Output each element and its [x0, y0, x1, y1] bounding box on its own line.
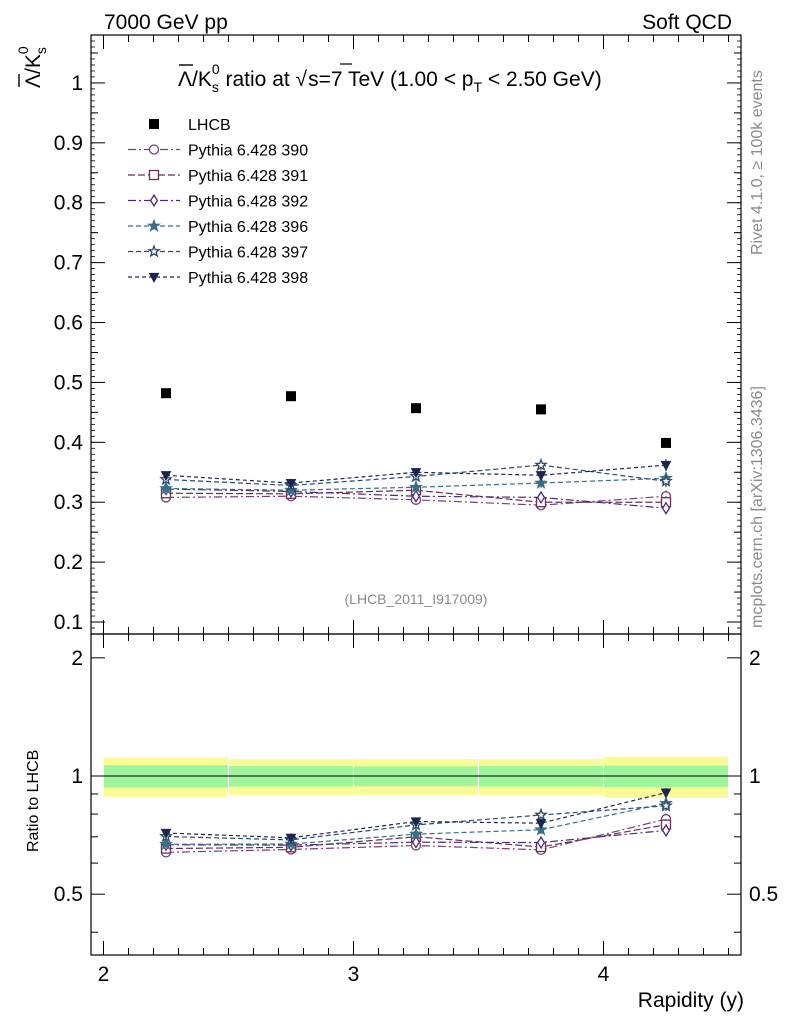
- ratio-y-tick-label: 2: [71, 647, 83, 670]
- series-0-ratio-line: [165, 818, 667, 853]
- legend-marker: [149, 193, 159, 208]
- series-0-line: [165, 495, 667, 506]
- ratio-y-tick-label: 0.5: [54, 883, 83, 906]
- legend-label: Pythia 6.428 392: [188, 194, 308, 211]
- series-5-point: [410, 468, 422, 479]
- y-tick-label: 0.5: [54, 371, 83, 394]
- legend: LHCB Pythia 6.428 390 Pythia 6.428 391 Pyth…: [128, 117, 308, 287]
- ratio-y-tick-label: 2: [749, 647, 761, 670]
- series-2-point: [411, 489, 421, 503]
- legend-marker: [148, 144, 160, 155]
- axes-layer: 2 3 4 0.1 0.2 0.3 0.4 0.5 0.6 0.7 0.8 0.9 1 0.5 0.5 1 1 2…: [54, 34, 778, 986]
- ratio-y-axis-label: Ratio to LHCB: [25, 750, 42, 852]
- y-tick-label: 0.6: [54, 312, 83, 335]
- plot-title: Λ/Ks0 ratio at √s=7 TeV (1.00 < pT < 2.5…: [178, 61, 602, 95]
- y-tick-label: 0.2: [54, 551, 83, 574]
- series-2-ratio-line: [165, 829, 667, 846]
- series-4-ratio-point: [534, 807, 548, 821]
- series-3-point: [534, 475, 548, 489]
- series-5-ratio-point: [160, 828, 172, 840]
- lhcb-data-point: [286, 391, 296, 402]
- series-2-point: [661, 501, 671, 515]
- series-4-point: [659, 474, 673, 488]
- series-5-ratio-point: [535, 819, 547, 830]
- lhcb-data-point: [536, 404, 546, 415]
- legend-label: Pythia 6.428 398: [188, 270, 308, 287]
- ratio-y-tick-label: 1: [749, 765, 761, 788]
- legend-label: Pythia 6.428 396: [188, 219, 308, 236]
- series-2-line: [165, 488, 667, 509]
- series-3-ratio-point: [159, 837, 173, 851]
- main-plot-layer: [159, 388, 673, 515]
- legend-label-lhcb: LHCB: [188, 117, 231, 134]
- series-4-point: [534, 457, 548, 472]
- y-tick-label: 0.7: [54, 252, 83, 275]
- y-tick-label: 0.9: [54, 132, 83, 155]
- y-tick-label: 0.3: [54, 491, 83, 514]
- series-2-ratio-point: [411, 835, 421, 849]
- analysis-watermark: (LHCB_2011_I917009): [345, 591, 488, 607]
- series-2-ratio-point: [536, 835, 546, 850]
- mcplots-label: mcplots.cern.ch [arXiv:1306.3436]: [749, 386, 766, 628]
- ratio-plot-frame: [90, 633, 742, 956]
- series-2-point: [536, 490, 546, 505]
- legend-label: Pythia 6.428 397: [188, 245, 308, 262]
- y-tick-label: 1: [71, 72, 83, 95]
- series-3-ratio-point: [409, 826, 423, 841]
- x-tick-label: 4: [598, 963, 610, 986]
- ratio-y-tick-label: 1: [71, 765, 83, 788]
- y-tick-label: 0.1: [54, 611, 83, 634]
- legend-marker: [147, 218, 161, 232]
- series-2-ratio-point: [661, 823, 671, 838]
- legend-label: Pythia 6.428 390: [188, 143, 308, 160]
- x-tick-label: 2: [98, 963, 110, 986]
- series-5-point: [285, 478, 297, 490]
- x-tick-label: 3: [348, 963, 360, 986]
- process-label: Soft QCD: [642, 11, 732, 34]
- legend-marker: [148, 272, 160, 284]
- y-axis-label-text: Λ/Ks0: [15, 46, 49, 88]
- series-5-ratio-point: [285, 833, 297, 844]
- rivet-label: Rivet 4.1.0, ≥ 100k events: [749, 70, 766, 255]
- plot-title-text: Λ/Ks0 ratio at √s=7 TeV (1.00 < pT < 2.5…: [178, 61, 602, 95]
- lhcb-data-point: [661, 437, 671, 448]
- series-3-point: [409, 479, 423, 494]
- y-tick-label: 0.4: [54, 431, 84, 454]
- series-5-point: [160, 471, 172, 482]
- y-axis-label: Λ/Ks0: [15, 46, 49, 88]
- series-5-ratio-point: [660, 788, 672, 799]
- series-3-point: [284, 482, 298, 497]
- ratio-y-tick-label: 0.5: [749, 883, 778, 906]
- energy-label: 7000 GeV pp: [104, 11, 228, 34]
- legend-marker-lhcb: [149, 119, 159, 129]
- ratio-plot-layer: [91, 756, 741, 858]
- series-5-ratio-point: [410, 817, 422, 828]
- y-tick-label: 0.8: [54, 192, 83, 215]
- series-3-point: [159, 481, 173, 495]
- legend-label: Pythia 6.428 391: [188, 168, 308, 185]
- lhcb-data-point: [161, 388, 171, 399]
- lhcb-data-point: [411, 403, 421, 414]
- series-5-point: [660, 460, 672, 472]
- series-4-ratio-point: [659, 798, 673, 812]
- series-5-point: [535, 471, 547, 482]
- legend-marker: [148, 169, 160, 181]
- legend-marker: [147, 244, 161, 258]
- x-axis-label: Rapidity (y): [638, 989, 744, 1012]
